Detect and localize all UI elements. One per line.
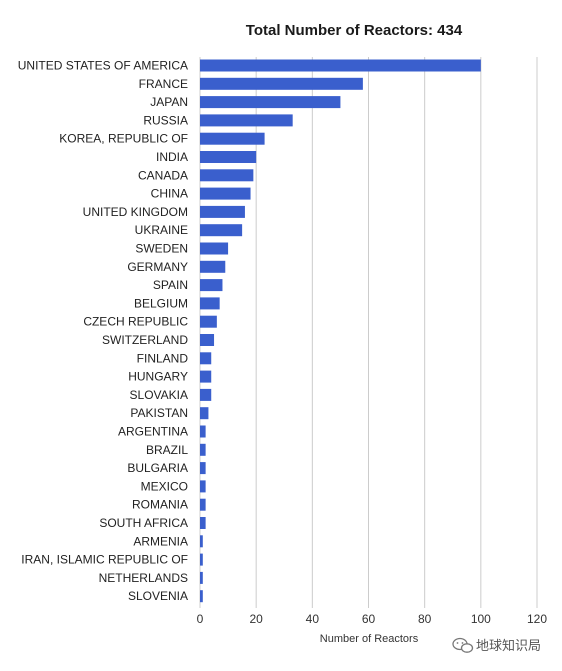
category-label: UNITED KINGDOM <box>83 205 188 219</box>
category-label: SWEDEN <box>135 242 188 256</box>
bar <box>200 388 212 401</box>
bar <box>200 407 209 420</box>
category-label: UNITED STATES OF AMERICA <box>18 59 188 73</box>
x-tick-label: 80 <box>418 612 432 626</box>
category-label: BRAZIL <box>146 443 188 457</box>
bar <box>200 260 226 273</box>
x-tick-label: 60 <box>362 612 376 626</box>
category-label: KOREA, REPUBLIC OF <box>59 132 188 146</box>
x-tick-label: 120 <box>527 612 547 626</box>
category-label: ROMANIA <box>132 498 188 512</box>
category-label: MEXICO <box>141 479 188 493</box>
bar <box>200 297 220 310</box>
bar <box>200 187 251 200</box>
bar <box>200 517 206 529</box>
category-label: UKRAINE <box>135 223 188 237</box>
category-label: ARGENTINA <box>118 425 188 439</box>
bar <box>200 571 203 584</box>
category-label: FINLAND <box>137 351 189 365</box>
x-tick-labels: 0 20 40 60 80 100 120 <box>197 612 548 626</box>
category-label: PAKISTAN <box>130 406 188 420</box>
bar <box>200 535 203 548</box>
category-label: CZECH REPUBLIC <box>83 315 188 329</box>
x-tick-label: 20 <box>249 612 263 626</box>
bar <box>200 480 206 493</box>
bar <box>200 334 215 346</box>
bar <box>200 498 206 511</box>
bar <box>200 151 257 163</box>
watermark: 地球知识局 <box>452 637 541 654</box>
bar <box>200 462 206 475</box>
bar <box>200 242 229 255</box>
x-tick-label: 0 <box>197 612 204 626</box>
category-label: SPAIN <box>153 278 188 292</box>
bar <box>200 370 212 383</box>
bar <box>200 205 245 218</box>
category-labels: UNITED STATES OF AMERICA FRANCE JAPAN RUSSI… <box>18 59 189 604</box>
bar <box>200 352 212 365</box>
category-label: SWITZERLAND <box>102 333 188 347</box>
bar <box>200 169 254 182</box>
bar <box>200 114 293 127</box>
category-label: IRAN, ISLAMIC REPUBLIC OF <box>21 553 188 567</box>
category-label: SLOVENIA <box>128 589 188 603</box>
category-label: BULGARIA <box>127 461 188 475</box>
bar <box>200 224 243 237</box>
bar <box>200 590 203 603</box>
watermark-text: 地球知识局 <box>476 638 541 654</box>
bar <box>200 59 481 72</box>
bar <box>200 77 363 90</box>
category-label: SOUTH AFRICA <box>99 516 188 530</box>
category-label: BELGIUM <box>134 296 188 310</box>
gridlines <box>199 57 538 608</box>
bar <box>200 553 203 566</box>
bar <box>200 132 265 145</box>
category-label: NETHERLANDS <box>99 571 188 585</box>
category-label: INDIA <box>156 150 188 164</box>
category-label: HUNGARY <box>128 370 188 384</box>
chart-title: Total Number of Reactors: 434 <box>246 22 463 39</box>
category-label: RUSSIA <box>143 113 188 127</box>
bar <box>200 315 217 328</box>
category-label: CHINA <box>151 187 188 201</box>
x-tick-label: 40 <box>306 612 320 626</box>
category-label: JAPAN <box>150 95 188 109</box>
bar <box>200 443 206 456</box>
category-label: FRANCE <box>139 77 188 91</box>
bar <box>200 279 223 292</box>
category-label: ARMENIA <box>133 534 188 548</box>
x-axis-title: Number of Reactors <box>320 633 419 645</box>
category-label: SLOVAKIA <box>130 388 188 402</box>
category-label: GERMANY <box>127 260 188 274</box>
bar <box>200 425 206 438</box>
bars <box>200 59 481 603</box>
category-label: CANADA <box>138 168 188 182</box>
bar <box>200 96 341 109</box>
x-tick-label: 100 <box>471 612 491 626</box>
wechat-icon <box>452 637 474 653</box>
